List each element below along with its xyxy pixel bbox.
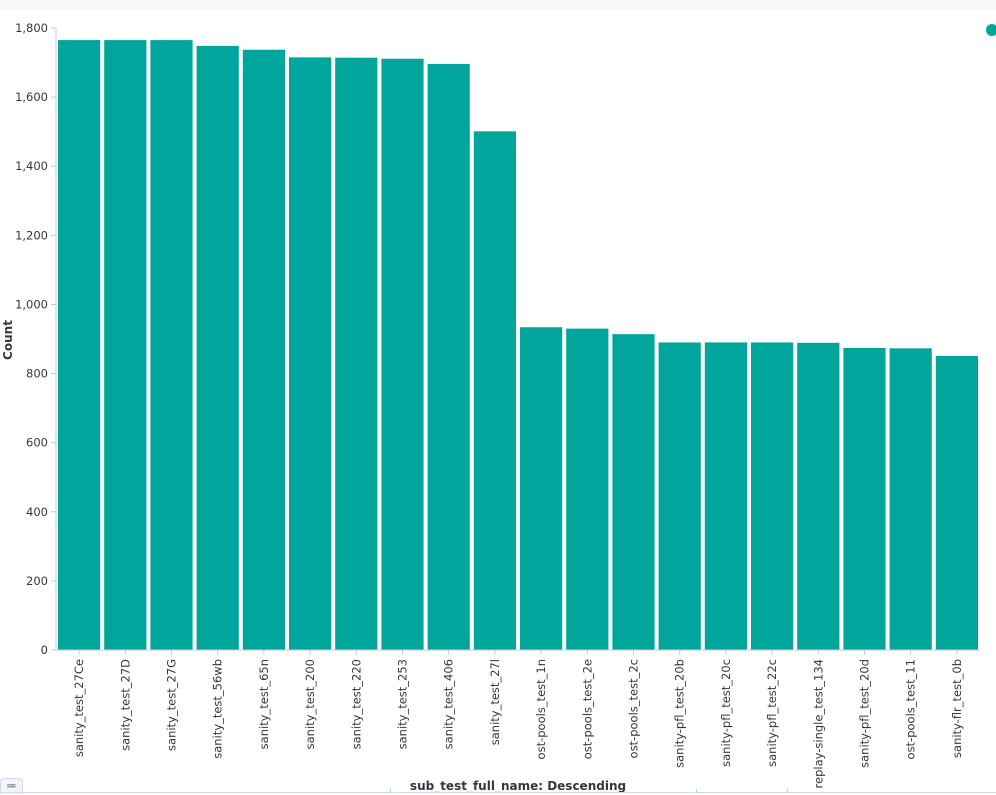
x-tick-label: sanity-pfl_test_20d xyxy=(858,659,872,768)
x-tick-label: ost-pools_test_2e xyxy=(580,659,594,759)
legend-toggle-button[interactable]: ≔ xyxy=(0,778,23,794)
x-axis: sanity_test_27Ce sanity_test_27D sanity_te… xyxy=(56,649,980,788)
x-tick-label: sanity_test_220 xyxy=(349,659,363,749)
x-tick-label: sanity_test_200 xyxy=(303,659,317,749)
x-axis-title: sub_test_full_name: Descending xyxy=(410,779,626,794)
y-tick-label: 1,800 xyxy=(15,21,48,35)
x-tick-label: sanity_test_27Ce xyxy=(72,659,86,757)
x-tick-label: sanity_test_27G xyxy=(165,659,179,751)
bar-sanity_test_27l[interactable] xyxy=(473,131,516,650)
x-tick-label: sanity_test_27l xyxy=(488,659,502,745)
bottom-divider xyxy=(0,792,996,793)
bottom-tick xyxy=(696,789,697,793)
y-tick-label: 800 xyxy=(26,367,48,381)
bar-sanity-pfl_test_20d[interactable] xyxy=(843,347,886,650)
bar-ost-pools_test_1n[interactable] xyxy=(520,327,563,650)
x-tick-label: sanity_test_27D xyxy=(118,659,132,751)
y-tick-label: 0 xyxy=(41,643,48,657)
y-axis-title: Count xyxy=(1,320,15,360)
x-tick-label: ost-pools_test_11 xyxy=(904,659,918,759)
list-icon: ≔ xyxy=(6,781,17,792)
bar-replay-single_test_134[interactable] xyxy=(797,342,840,650)
bar-ost-pools_test_2e[interactable] xyxy=(566,328,609,650)
bar-sanity-flr_test_0b[interactable] xyxy=(935,355,978,650)
bottom-tick xyxy=(390,789,391,793)
x-tick-label: ost-pools_test_1n xyxy=(534,659,548,759)
bar-sanity_test_27D[interactable] xyxy=(104,40,147,650)
x-tick-label: sanity_test_65n xyxy=(257,659,271,749)
bar-sanity_test_27G[interactable] xyxy=(150,40,193,650)
x-tick-label: sanity_test_406 xyxy=(442,659,456,749)
x-tick-label: ost-pools_test_2c xyxy=(627,659,641,758)
x-tick-label: sanity_test_56wb xyxy=(211,659,225,759)
x-tick-label: sanity-pfl_test_22c xyxy=(765,659,779,767)
bar-ost-pools_test_11[interactable] xyxy=(889,348,932,650)
x-tick-label: sanity-pfl_test_20c xyxy=(719,659,733,767)
y-tick-label: 200 xyxy=(26,574,48,588)
bar-sanity_test_56wb[interactable] xyxy=(196,45,239,651)
x-tick-label: sanity-pfl_test_20b xyxy=(673,659,687,768)
bottom-tick xyxy=(787,789,788,793)
bar-sanity_test_65n[interactable] xyxy=(242,49,285,650)
y-tick-label: 1,600 xyxy=(15,90,48,104)
top-strip xyxy=(0,0,996,10)
x-tick-label: sanity_test_253 xyxy=(396,659,410,749)
bar-sanity-pfl_test_20c[interactable] xyxy=(704,342,747,650)
bar-sanity-pfl_test_20b[interactable] xyxy=(658,342,701,650)
bar-sanity-pfl_test_22c[interactable] xyxy=(751,342,794,650)
y-tick-label: 1,200 xyxy=(15,228,48,242)
y-tick-label: 400 xyxy=(26,505,48,519)
bars xyxy=(58,40,978,651)
y-tick-label: 1,400 xyxy=(15,159,48,173)
x-tick-label: sanity-flr_test_0b xyxy=(950,659,964,758)
bar-sanity_test_253[interactable] xyxy=(381,58,424,650)
bar-sanity_test_220[interactable] xyxy=(335,57,378,651)
y-axis: 0 200 400 600 800 1,000 1,200 1,400 1,600 1,800 xyxy=(15,21,57,657)
y-tick-label: 600 xyxy=(26,436,48,450)
bar-sanity_test_406[interactable] xyxy=(427,63,470,650)
legend-series-dot[interactable] xyxy=(986,24,996,36)
x-tick-label: replay-single_test_134 xyxy=(811,659,825,788)
bar-sanity_test_27Ce[interactable] xyxy=(58,40,101,650)
y-tick-label: 1,000 xyxy=(15,297,48,311)
bar-sanity_test_200[interactable] xyxy=(289,57,332,651)
bar-ost-pools_test_2c[interactable] xyxy=(612,334,655,650)
